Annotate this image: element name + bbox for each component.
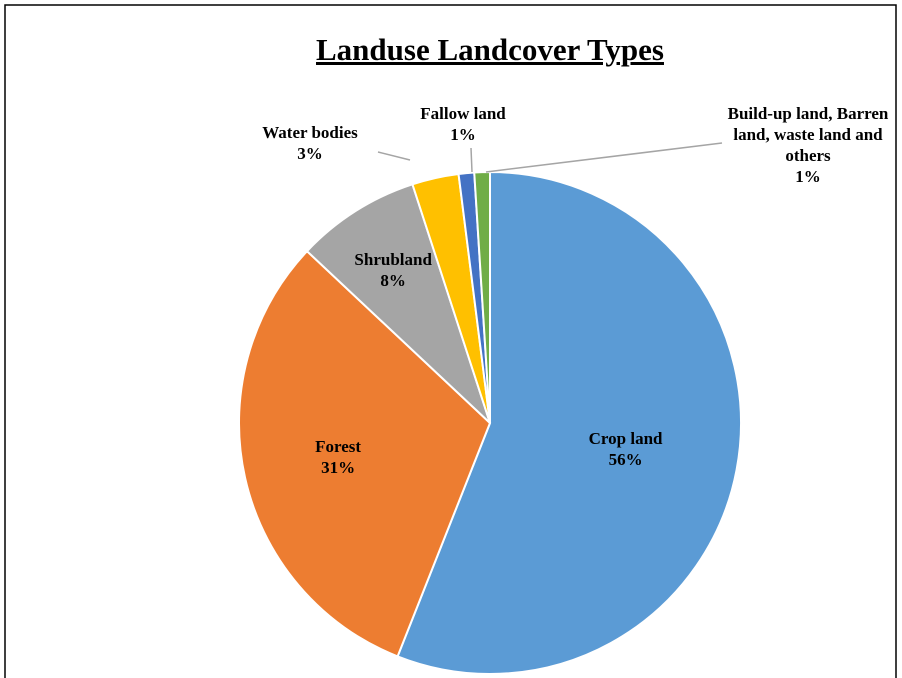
chart-title: Landuse Landcover Types bbox=[316, 32, 664, 67]
slice-label: Crop land 56% bbox=[546, 428, 706, 470]
leader-line bbox=[377, 151, 411, 161]
category-label: Forest bbox=[315, 436, 362, 456]
slice-label: Forest 31% bbox=[258, 436, 418, 478]
pie-slice bbox=[396, 170, 742, 675]
value-label: 1% bbox=[795, 167, 821, 186]
category-label: Build-up land, Barren land, waste land a… bbox=[727, 104, 889, 165]
category-label: Shrubland bbox=[354, 250, 432, 270]
pie-slice bbox=[238, 249, 492, 658]
slice-label: Fallow land 1% bbox=[393, 103, 533, 145]
value-label: 31% bbox=[321, 457, 356, 477]
pie bbox=[238, 170, 742, 675]
value-label: 1% bbox=[450, 125, 476, 144]
pie-slice bbox=[305, 183, 491, 424]
leader-line bbox=[485, 142, 723, 173]
category-label: Water bodies bbox=[262, 123, 358, 142]
slice-label: Water bodies 3% bbox=[230, 122, 390, 164]
slice-label: Build-up land, Barren land, waste land a… bbox=[713, 103, 902, 187]
leader-line bbox=[470, 147, 473, 173]
value-label: 3% bbox=[297, 144, 323, 163]
category-label: Fallow land bbox=[420, 104, 506, 123]
value-label: 8% bbox=[380, 271, 406, 291]
chart-border bbox=[4, 4, 897, 678]
slice-label: Shrubland 8% bbox=[313, 249, 473, 291]
value-label: 56% bbox=[608, 449, 643, 469]
category-label: Crop land bbox=[588, 428, 663, 448]
